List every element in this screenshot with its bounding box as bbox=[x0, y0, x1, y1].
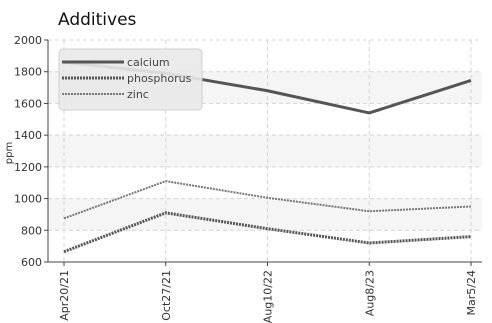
x-tick-label: Oct27/21 bbox=[160, 270, 173, 321]
x-tick-label: Mar5/24 bbox=[465, 270, 478, 315]
background-band bbox=[48, 199, 482, 231]
y-tick-label: 1000 bbox=[14, 193, 42, 206]
chart-title: Additives bbox=[58, 10, 137, 30]
legend-label-calcium: calcium bbox=[127, 56, 170, 69]
y-tick-labels: 600 800 1000 1200 1400 1600 1800 2000 bbox=[14, 34, 48, 269]
y-axis-label: ppm bbox=[4, 142, 15, 164]
x-tick-label: Aug8/23 bbox=[363, 270, 376, 316]
y-tick-label: 2000 bbox=[14, 34, 42, 47]
y-tick-label: 1800 bbox=[14, 66, 42, 79]
x-tick-label: Aug10/22 bbox=[262, 270, 275, 323]
x-tick-labels: Apr20/21 Oct27/21 Aug10/22 Aug8/23 Mar5/24 bbox=[58, 262, 478, 323]
legend-label-phosphorus: phosphorus bbox=[127, 72, 192, 85]
y-tick-label: 1400 bbox=[14, 129, 42, 142]
legend-label-zinc: zinc bbox=[127, 88, 149, 101]
y-tick-label: 800 bbox=[21, 224, 42, 237]
y-tick-label: 1600 bbox=[14, 97, 42, 110]
background-band bbox=[48, 135, 482, 167]
y-tick-label: 600 bbox=[21, 256, 42, 269]
y-tick-label: 1200 bbox=[14, 161, 42, 174]
legend: calcium phosphorus zinc bbox=[59, 49, 202, 110]
x-tick-label: Apr20/21 bbox=[58, 270, 71, 321]
